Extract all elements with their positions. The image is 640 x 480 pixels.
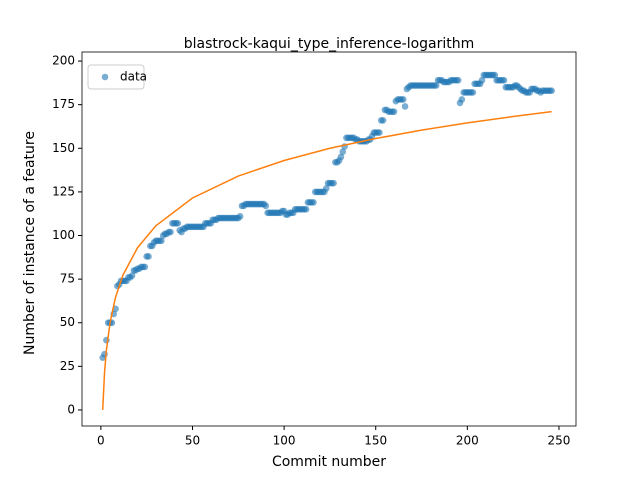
data-point (478, 76, 486, 84)
y-tick-label: 25 (60, 359, 75, 373)
data-point (145, 253, 152, 260)
data-point (469, 89, 477, 96)
data-point (399, 96, 407, 103)
y-tick-label: 150 (52, 141, 75, 155)
data-point (390, 108, 398, 115)
x-tick-label: 200 (456, 434, 479, 448)
data-point (500, 76, 508, 84)
scatter-series (99, 71, 555, 361)
y-tick-label: 0 (67, 402, 75, 416)
data-point (174, 220, 182, 227)
y-tick-label: 175 (52, 97, 75, 111)
legend-box (87, 64, 145, 90)
data-point (458, 96, 466, 103)
data-point (337, 153, 345, 161)
data-point (158, 237, 165, 245)
data-point (379, 117, 387, 124)
y-tick-label: 100 (52, 228, 75, 242)
data-point (548, 87, 555, 95)
data-point (376, 129, 383, 136)
data-point (236, 213, 244, 220)
data-point (310, 199, 317, 206)
data-point (167, 228, 174, 236)
plot-frame (81, 51, 577, 427)
data-point (128, 272, 136, 279)
x-tick-label: 100 (273, 434, 296, 448)
y-tick-label: 50 (60, 315, 75, 329)
chart-title: blastrock-kaqui_type_inference-logarithm (184, 36, 475, 52)
y-axis-label: Number of instance of a feature (22, 131, 38, 355)
x-tick-label: 250 (548, 434, 571, 448)
data-point (491, 71, 499, 79)
y-tick-label: 125 (52, 184, 75, 198)
legend-label: data (120, 70, 147, 84)
data-point (330, 179, 337, 187)
legend-marker (101, 73, 109, 81)
y-tick-label: 75 (60, 272, 75, 286)
data-point (302, 206, 310, 213)
data-point (322, 185, 330, 192)
x-axis-label: Commit number (272, 454, 386, 470)
data-point (454, 76, 462, 84)
x-tick-label: 0 (97, 434, 105, 448)
data-point (339, 148, 347, 156)
y-tick-label: 200 (52, 54, 75, 68)
data-point (432, 82, 440, 89)
data-point (401, 103, 409, 110)
data-point (141, 263, 149, 271)
x-tick-label: 150 (364, 434, 387, 448)
fit-line (101, 110, 552, 410)
x-tick-label: 50 (185, 434, 200, 448)
data-point (262, 202, 270, 210)
